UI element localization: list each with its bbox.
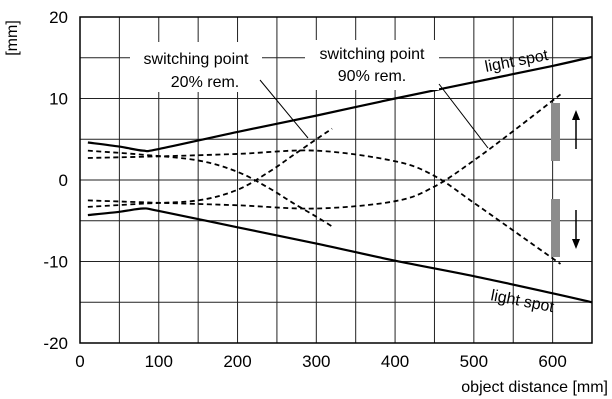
y-axis-title: [mm]	[4, 20, 21, 56]
indicator-bar-upper	[551, 103, 560, 161]
x-tick-label: 500	[460, 352, 488, 371]
annotation-bg-sp20	[130, 42, 262, 92]
series-line-6	[87, 93, 562, 210]
series-line-4	[87, 149, 333, 228]
indicator-bar-lower	[551, 199, 560, 257]
annotation-sp20-leader	[259, 79, 309, 139]
plot-frame	[79, 16, 593, 344]
tick-layer: 0 100 200 300 400 500 600 -20 -10 0 10 20	[43, 8, 566, 371]
annotation-sp90-leader	[438, 83, 489, 149]
y-tick-label: 0	[59, 171, 68, 190]
annotation-sp90-line1: switching point	[320, 46, 426, 63]
series-line-1	[87, 55, 593, 153]
y-tick-label: 20	[49, 8, 68, 27]
annotation-bg-sp90	[305, 40, 439, 90]
series-line-5	[87, 149, 562, 265]
x-tick-label: 300	[302, 352, 330, 371]
annotation-sp20-line1: switching point	[144, 51, 250, 68]
x-tick-label: 100	[145, 352, 173, 371]
arrow-down-icon	[572, 210, 580, 249]
series-line-3	[87, 127, 333, 208]
y-tick-label: -10	[43, 253, 68, 272]
series-layer	[87, 55, 593, 304]
x-tick-label: 200	[223, 352, 251, 371]
annotation-light-spot-top: light spot	[484, 47, 551, 76]
y-tick-label: 10	[49, 90, 68, 109]
annotation-sp90-line2: 90% rem.	[338, 68, 406, 85]
x-axis-title: object distance [mm]	[461, 379, 608, 396]
annotation-sp20-line2: 20% rem.	[171, 74, 239, 91]
x-tick-label: 600	[538, 352, 566, 371]
arrow-up-icon	[572, 110, 580, 149]
series-line-2	[87, 207, 593, 304]
y-tick-label: -20	[43, 334, 68, 353]
x-tick-label: 0	[75, 352, 84, 371]
x-tick-label: 400	[381, 352, 409, 371]
